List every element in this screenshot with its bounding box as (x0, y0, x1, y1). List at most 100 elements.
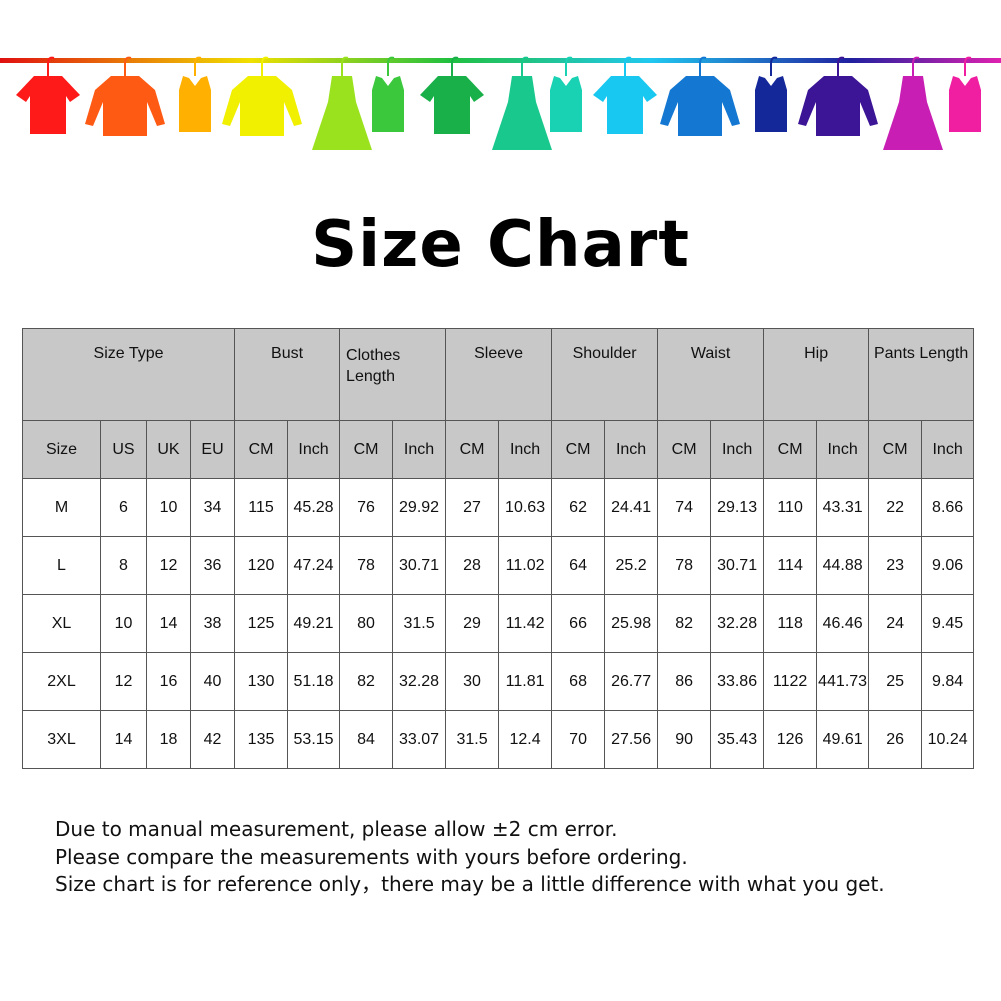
table-cell: 115 (234, 478, 289, 537)
table-cell: 10 (100, 594, 147, 653)
note-line: Size chart is for reference only，there m… (55, 872, 885, 896)
table-cell: 68 (551, 652, 606, 711)
table-cell: 18 (146, 710, 191, 769)
sub-header: Inch (921, 420, 975, 479)
table-cell: 110 (763, 478, 818, 537)
sub-header: Inch (392, 420, 447, 479)
table-cell: 25 (868, 652, 923, 711)
tank-icon (550, 76, 582, 132)
table-cell: 28 (445, 536, 500, 595)
hanger-icon (964, 56, 972, 76)
table-cell: 135 (234, 710, 289, 769)
table-cell: 29.13 (710, 478, 765, 537)
table-cell: 27.56 (604, 710, 659, 769)
hanging-clothes-banner (0, 56, 1001, 150)
table-cell: 11.81 (498, 652, 553, 711)
group-header: Clothes Length (339, 328, 447, 421)
dress-icon (312, 76, 372, 150)
table-cell: 80 (339, 594, 394, 653)
table-cell: 30.71 (710, 536, 765, 595)
table-cell: 24.41 (604, 478, 659, 537)
table-cell: 12 (146, 536, 191, 595)
table-cell: 12 (100, 652, 147, 711)
table-cell: 49.21 (287, 594, 341, 653)
group-header: Shoulder (551, 328, 659, 421)
table-cell: 33.07 (392, 710, 447, 769)
sub-header: Inch (816, 420, 870, 479)
sub-header: Inch (710, 420, 765, 479)
table-cell: 9.06 (921, 536, 975, 595)
shirt-icon (593, 76, 657, 134)
table-cell: 31.5 (392, 594, 447, 653)
group-header: Hip (763, 328, 870, 421)
group-header-row: Size Type Bust Clothes Length Sleeve Shoulde… (21, 328, 975, 421)
table-row: M 6 10 34 115 45.28 76 29.92 27 10.63 62 24.41 74 29.… (22, 478, 975, 537)
table-cell: 6 (100, 478, 147, 537)
tank-icon (372, 76, 404, 132)
page-title: Size Chart (311, 208, 690, 282)
table-row: L 8 12 36 120 47.24 78 30.71 28 11.02 64 25.2 78 30.7… (22, 536, 975, 595)
hanger-icon (565, 56, 573, 76)
table-cell: 10 (146, 478, 191, 537)
sub-header: Inch (604, 420, 659, 479)
table-cell: 35.43 (710, 710, 765, 769)
table-cell: 3XL (22, 710, 101, 769)
table-cell: 27 (445, 478, 500, 537)
table-cell: 29 (445, 594, 500, 653)
table-cell: 33.86 (710, 652, 765, 711)
table-cell: 8.66 (921, 478, 975, 537)
table-cell: 42 (189, 710, 236, 769)
table-cell: 24 (868, 594, 923, 653)
table-cell: 32.28 (710, 594, 765, 653)
table-cell: 74 (657, 478, 712, 537)
hanger-icon (261, 56, 269, 76)
table-cell: 29.92 (392, 478, 447, 537)
table-cell: 26.77 (604, 652, 659, 711)
table-cell: 1122 (763, 652, 818, 711)
table-cell: 82 (339, 652, 394, 711)
table-cell: 26 (868, 710, 923, 769)
table-row: 3XL 14 18 42 135 53.15 84 33.07 31.5 12.4 70 27.56 9… (22, 710, 975, 769)
table-cell: 25.98 (604, 594, 659, 653)
table-cell: 130 (234, 652, 289, 711)
group-header: Pants Length (868, 328, 975, 421)
table-cell: 76 (339, 478, 394, 537)
sub-header: EU (189, 420, 236, 479)
table-cell: 53.15 (287, 710, 341, 769)
table-cell: 34 (189, 478, 236, 537)
hanger-icon (699, 56, 707, 76)
table-cell: 36 (189, 536, 236, 595)
table-cell: 86 (657, 652, 712, 711)
table-cell: 25.2 (604, 536, 659, 595)
table-cell: 30.71 (392, 536, 447, 595)
table-cell: 12.4 (498, 710, 553, 769)
table-cell: 40 (189, 652, 236, 711)
dress-icon (492, 76, 552, 150)
table-cell: 16 (146, 652, 191, 711)
hanger-icon (387, 56, 395, 76)
table-cell: XL (22, 594, 101, 653)
jacket-icon (222, 76, 302, 136)
table-cell: L (22, 536, 101, 595)
table-cell: 22 (868, 478, 923, 537)
jacket-icon (798, 76, 878, 136)
hanger-icon (194, 56, 202, 76)
group-header: Waist (657, 328, 765, 421)
table-cell: 49.61 (816, 710, 870, 769)
note-line: Due to manual measurement, please allow … (55, 817, 618, 841)
table-cell: 66 (551, 594, 606, 653)
table-cell: 11.42 (498, 594, 553, 653)
group-header: Size Type (21, 328, 236, 421)
sub-header: CM (763, 420, 818, 479)
clothes-rod (0, 58, 1001, 63)
table-cell: 11.02 (498, 536, 553, 595)
sub-header: Inch (287, 420, 341, 479)
shirt-icon (420, 76, 484, 134)
table-cell: 14 (100, 710, 147, 769)
table-cell: 90 (657, 710, 712, 769)
hanger-icon (624, 56, 632, 76)
sub-header: CM (657, 420, 712, 479)
table-cell: 23 (868, 536, 923, 595)
table-cell: 8 (100, 536, 147, 595)
table-cell: 30 (445, 652, 500, 711)
